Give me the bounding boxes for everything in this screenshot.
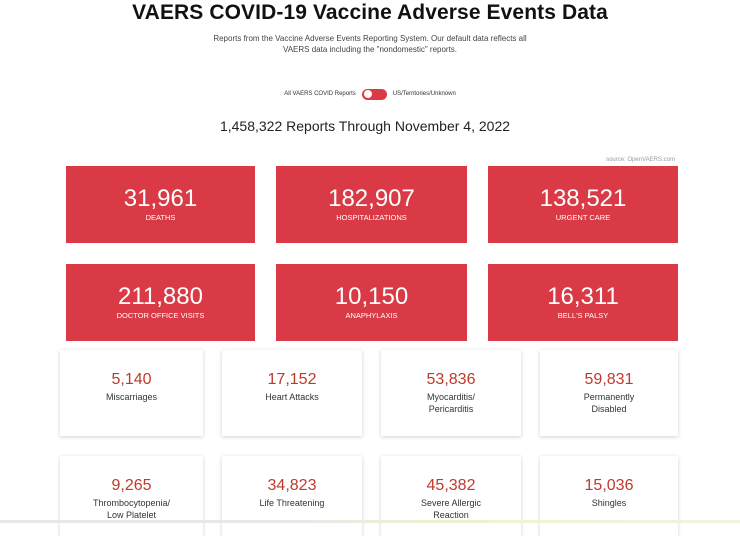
- stat-card-heart-attacks: 17,152 Heart Attacks: [222, 350, 362, 436]
- stat-value: 53,836: [426, 371, 476, 388]
- stat-value: 59,831: [584, 371, 634, 388]
- stat-card-anaphylaxis: 10,150 ANAPHYLAXIS: [276, 264, 467, 341]
- stat-label: Shingles: [547, 497, 671, 509]
- stat-value: 5,140: [111, 371, 152, 388]
- stat-card-thrombocytopenia: 9,265 Thrombocytopenia/ Low Platelet: [60, 456, 203, 536]
- stat-card-severe-allergic-reaction: 45,382 Severe Allergic Reaction: [381, 456, 521, 536]
- stat-card-deaths: 31,961 DEATHS: [66, 166, 255, 243]
- stat-card-miscarriages: 5,140 Miscarriages: [60, 350, 203, 436]
- stat-label-line1: Myocarditis/: [426, 392, 475, 402]
- stat-label: Thrombocytopenia/ Low Platelet: [67, 497, 196, 521]
- stat-value: 10,150: [334, 283, 409, 310]
- stat-value: 34,823: [267, 477, 317, 494]
- stat-card-urgent-care: 138,521 URGENT CARE: [488, 166, 678, 243]
- stat-value: 138,521: [539, 185, 627, 212]
- stat-label-line1: Heart Attacks: [265, 392, 319, 402]
- stat-label: Life Threatening: [229, 497, 355, 509]
- switch-knob: [363, 90, 372, 98]
- stat-label-line1: Life Threatening: [259, 498, 325, 508]
- stat-label: BELL'S PALSY: [557, 311, 609, 320]
- stat-card-shingles: 15,036 Shingles: [540, 456, 678, 536]
- stat-value: 182,907: [328, 185, 415, 212]
- toggle-right-label: US/Territories/Unknown: [392, 91, 456, 97]
- stat-value: 211,880: [118, 283, 203, 310]
- page-bottom-strip: [0, 520, 740, 523]
- stat-label-line1: Permanently: [583, 392, 635, 402]
- stat-label: Miscarriages: [67, 391, 196, 403]
- stat-label-line1: Thrombocytopenia/: [92, 498, 171, 508]
- stat-label: URGENT CARE: [555, 213, 611, 222]
- stat-label: DEATHS: [145, 213, 176, 222]
- toggle-left-label: All VAERS COVID Reports: [284, 91, 356, 97]
- stat-label: DOCTOR OFFICE VISITS: [116, 311, 205, 320]
- stat-value: 45,382: [426, 477, 476, 494]
- stat-label-line1: Severe Allergic: [420, 498, 482, 508]
- stat-label: ANAPHYLAXIS: [345, 311, 398, 320]
- stat-label-line2: Low Platelet: [106, 510, 157, 520]
- stat-label: Myocarditis/ Pericarditis: [388, 391, 514, 415]
- stat-card-permanently-disabled: 59,831 Permanently Disabled: [540, 350, 678, 436]
- stat-label-line2: Pericarditis: [428, 404, 474, 414]
- source-note: source: OpenVAERS.com: [606, 157, 675, 163]
- stat-value: 16,311: [547, 283, 619, 310]
- stat-label-line1: Miscarriages: [105, 392, 157, 402]
- page-subtitle: Reports from the Vaccine Adverse Events …: [213, 34, 527, 54]
- stat-card-hospitalizations: 182,907 HOSPITALIZATIONS: [276, 166, 467, 243]
- stat-label-line1: Shingles: [591, 498, 627, 508]
- stat-card-myocarditis: 53,836 Myocarditis/ Pericarditis: [381, 350, 521, 436]
- stat-label: HOSPITALIZATIONS: [336, 213, 407, 222]
- data-scope-toggle-row: All VAERS COVID Reports US/Territories/U…: [0, 87, 740, 101]
- stat-label: Permanently Disabled: [547, 391, 671, 415]
- stat-label-line2: Disabled: [591, 404, 627, 414]
- data-scope-switch[interactable]: [361, 88, 387, 100]
- stat-value: 15,036: [584, 477, 634, 494]
- stat-label-line2: Reaction: [433, 510, 469, 520]
- stat-card-bells-palsy: 16,311 BELL'S PALSY: [488, 264, 678, 341]
- page-title: VAERS COVID-19 Vaccine Adverse Events Da…: [132, 1, 608, 24]
- stat-card-life-threatening: 34,823 Life Threatening: [222, 456, 362, 536]
- stat-card-doctor-office-visits: 211,880 DOCTOR OFFICE VISITS: [66, 264, 255, 341]
- stat-value: 17,152: [267, 371, 317, 388]
- reports-summary: 1,458,322 Reports Through November 4, 20…: [219, 118, 511, 134]
- stat-label: Severe Allergic Reaction: [388, 497, 514, 521]
- stat-value: 31,961: [123, 185, 198, 212]
- stat-value: 9,265: [111, 477, 152, 494]
- stat-label: Heart Attacks: [229, 391, 355, 403]
